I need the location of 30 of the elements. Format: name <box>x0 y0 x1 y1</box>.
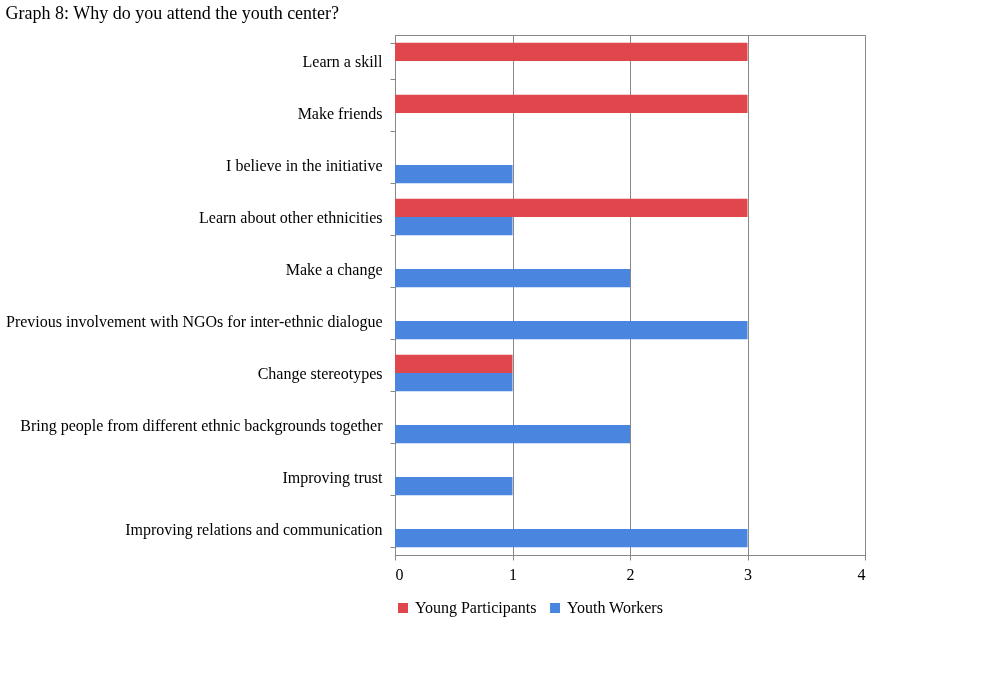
legend-label: Youth Workers <box>567 599 663 616</box>
legend-label: Young Participants <box>415 599 537 617</box>
y-tick-label: Previous involvement with NGOs for inter-ethnic dialogue <box>6 312 383 331</box>
text: Graph 8: Why do you attend the youth center? <box>5 3 340 23</box>
y-tick-label: Bring people from different ethnic backgrounds together <box>20 416 384 435</box>
y-tick-label: Improving trust <box>282 468 384 487</box>
bar <box>395 477 513 496</box>
y-tick-label: Make a change <box>285 260 383 279</box>
x-tick-label: 2 <box>626 565 635 583</box>
bar <box>395 354 513 373</box>
y-tick-label: Make friends <box>297 104 383 122</box>
bar <box>395 217 513 236</box>
y-tick-label: Learn a skill <box>302 52 384 70</box>
bar <box>395 425 630 444</box>
bar <box>395 529 748 548</box>
bar <box>395 198 748 217</box>
bar <box>395 94 748 113</box>
x-tick-label: 4 <box>857 565 866 583</box>
x-tick-label: 1 <box>509 565 517 583</box>
bar <box>395 373 513 392</box>
bar <box>395 269 630 288</box>
bar <box>395 165 513 184</box>
bar <box>395 321 748 340</box>
y-tick-label: Change stereotypes <box>257 364 383 383</box>
x-tick-label: 3 <box>744 565 752 583</box>
y-tick-label: Improving relations and communication <box>125 520 383 539</box>
y-tick-label: Learn about other ethnicities <box>199 208 383 226</box>
y-tick-label: I believe in the initiative <box>226 156 383 174</box>
x-tick-label: 0 <box>395 565 404 583</box>
bar <box>395 42 748 61</box>
